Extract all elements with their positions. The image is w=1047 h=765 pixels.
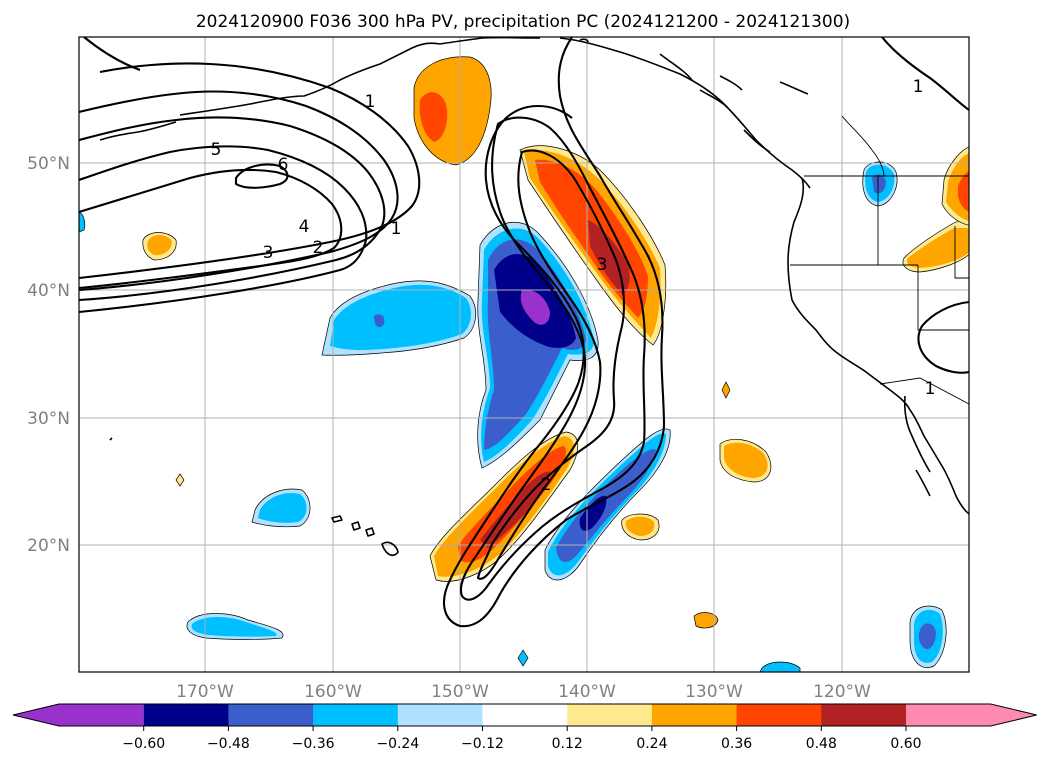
lon-label: 160°W [304,682,362,702]
colorbar-tick-label: −0.24 [376,736,419,752]
contour-labels: 1 5 6 4 3 2 1 3 2 1 1 [211,77,936,495]
colorbar-tick-label: 0.24 [636,736,667,752]
longitude-labels: 170°W 160°W 150°W 140°W 130°W 120°W [176,682,871,702]
contour-label: 3 [263,243,274,263]
colorbar-tick-label: 0.60 [890,736,921,752]
colorbar: −0.60 −0.48 −0.36 −0.24 −0.12 0.12 0.24 0.36 0.4… [12,703,1037,752]
borders [790,115,969,405]
colorbar-segment [821,704,907,726]
pv-contour-1-west [79,62,421,280]
contour-label: 1 [913,77,924,97]
map-panel: 1 5 6 4 3 2 1 3 2 1 1 [79,37,969,672]
anomaly-negative-small-4 [759,661,801,672]
colorbar-segment [228,704,314,726]
colorbar-segment [143,704,229,726]
pv-contour-trough-mid [459,116,646,601]
lat-label: 20°N [27,536,70,556]
lon-label: 130°W [685,682,743,702]
contour-label: 6 [278,155,289,175]
pv-contour-3 [79,116,386,302]
lon-label: 140°W [558,682,616,702]
colorbar-segment [567,704,653,726]
contour-label: 1 [925,379,936,399]
contour-label: 2 [541,475,552,495]
pv-contours [79,37,969,628]
colorbar-segment [397,704,483,726]
colorbar-tick-label: 0.36 [721,736,752,752]
lon-label: 170°W [176,682,234,702]
lon-label: 120°W [813,682,871,702]
lat-label: 40°N [27,281,70,301]
pv-contour-4 [79,145,368,314]
colorbar-segment [651,704,738,726]
colorbar-segment [313,704,399,726]
pv-contour-trough-inner [476,149,626,580]
anomaly-positive-small-4 [693,612,719,629]
latitude-labels: 50°N 40°N 30°N 20°N [27,154,70,556]
colorbar-tick-label: 0.48 [806,736,837,752]
colorbar-tick-label: 0.12 [552,736,583,752]
colorbar-extend-max [906,704,1037,726]
contour-label: 1 [365,92,376,112]
contour-label: 3 [597,255,608,275]
contour-label: 5 [211,140,222,160]
pv-contour-1-east [83,37,141,71]
pv-contour-ne-corner [881,37,969,111]
colorbar-segment [482,704,568,726]
pv-contour-5 [79,168,343,290]
lon-label: 150°W [431,682,489,702]
colorbar-tick-label: −0.12 [461,736,504,752]
colorbar-segment [736,704,822,726]
colorbar-extend-min [13,704,144,726]
colorbar-tick-label: −0.48 [207,736,250,752]
contour-label: 4 [299,217,310,237]
lat-label: 30°N [27,409,70,429]
colorbar-outline [12,703,1037,727]
lat-label: 50°N [27,154,70,174]
colorbar-tick-label: −0.60 [122,736,165,752]
contour-label: 1 [391,219,402,239]
contour-label: 2 [313,238,324,258]
pv-contour-trough-outer [442,37,666,628]
coastlines [99,37,969,557]
map-title: 2024120900 F036 300 hPa PV, precipitatio… [196,12,850,32]
precip-shading [79,56,969,672]
colorbar-tick-label: −0.36 [292,736,335,752]
map-frame [78,36,970,673]
pv-contour-6 [234,163,289,189]
pv-contour-se-corner [917,300,969,374]
